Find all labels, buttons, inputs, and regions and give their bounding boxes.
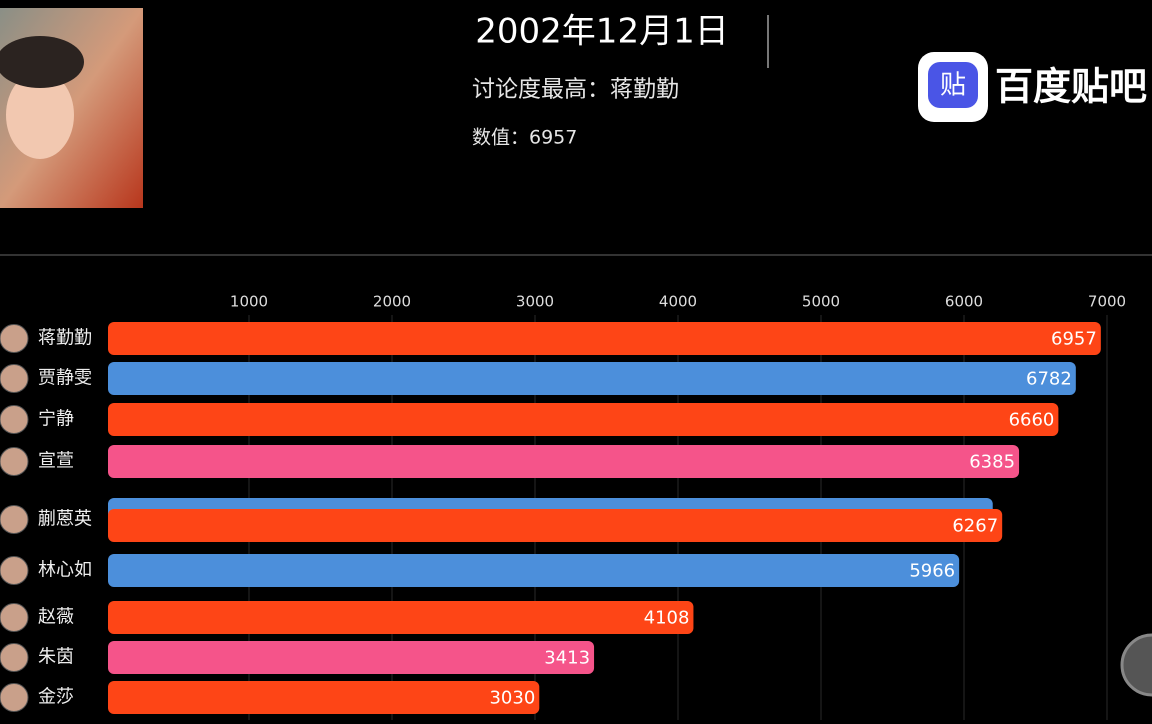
- bar: [108, 681, 540, 714]
- value-label: 4108: [644, 608, 690, 629]
- logo: 贴 百度贴吧: [918, 52, 1147, 122]
- value-label: 6782: [1026, 369, 1072, 390]
- x-tick-label: 4000: [659, 293, 697, 311]
- x-tick-label: 1000: [230, 293, 268, 311]
- value-label: 5966: [909, 561, 955, 582]
- bar: [108, 509, 1003, 542]
- leader-value: 数值：6957: [472, 127, 577, 149]
- bar: [108, 554, 960, 587]
- bar: [108, 322, 1101, 355]
- x-tick-label: 6000: [945, 293, 983, 311]
- portrait: [0, 8, 143, 208]
- x-tick-label: 7000: [1088, 293, 1126, 311]
- avatar: [0, 683, 29, 712]
- x-tick-label: 3000: [516, 293, 554, 311]
- avatar: [0, 364, 29, 393]
- value-label: 3413: [544, 648, 590, 669]
- float-button[interactable]: [1120, 633, 1152, 697]
- bar: [108, 641, 595, 674]
- bar: [108, 403, 1059, 436]
- logo-icon: 贴: [940, 71, 966, 101]
- avatar: [0, 556, 29, 585]
- category-label: 宣萱: [38, 451, 74, 472]
- avatar: [0, 447, 29, 476]
- category-label: 朱茵: [38, 647, 74, 668]
- category-label: 赵薇: [38, 607, 74, 628]
- bar: [108, 445, 1020, 478]
- bar: [108, 601, 694, 634]
- logo-text: 百度贴吧: [995, 65, 1147, 109]
- category-label: 金莎: [38, 687, 74, 708]
- value-label: 6957: [1051, 329, 1097, 350]
- avatar: [0, 324, 29, 353]
- category-label: 蒯蒽英: [38, 509, 92, 530]
- value-label: 6267: [952, 516, 998, 537]
- leader: 讨论度最高：蒋勤勤: [472, 77, 679, 103]
- avatar: [0, 643, 29, 672]
- avatar: [0, 603, 29, 632]
- x-tick-label: 5000: [802, 293, 840, 311]
- value-label: 6385: [969, 452, 1015, 473]
- category-label: 宁静: [38, 409, 74, 430]
- avatar: [0, 505, 29, 534]
- category-label: 贾静雯: [38, 368, 92, 389]
- x-tick-label: 2000: [373, 293, 411, 311]
- category-label: 林心如: [38, 560, 92, 581]
- category-label: 蒋勤勤: [38, 328, 92, 349]
- value-label: 6660: [1009, 410, 1055, 431]
- avatar: [0, 405, 29, 434]
- date: 2002年12月1日: [475, 12, 728, 52]
- bar: [108, 362, 1076, 395]
- value-label: 3030: [489, 688, 535, 709]
